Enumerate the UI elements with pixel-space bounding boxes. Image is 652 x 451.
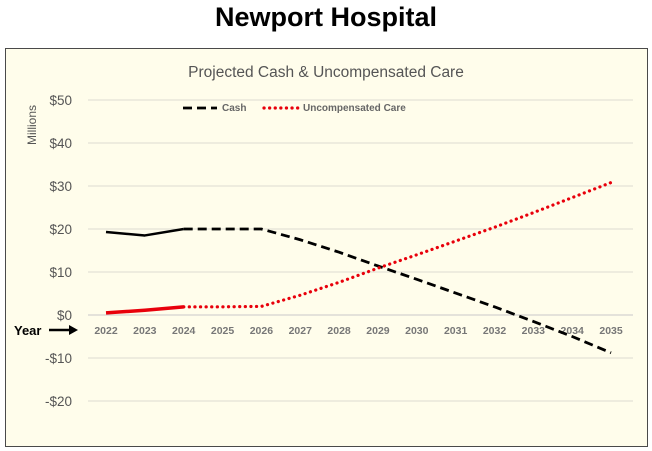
y-tick-labels: $50 $40 $30 $20 $10 $0 -$10 -$20 [45, 93, 72, 409]
y-axis-label: Millions [25, 105, 39, 145]
y-tick-label: -$20 [45, 394, 72, 409]
x-tick-labels: 2022 2023 2024 2025 2026 2027 2028 2029 2030 2031… [94, 325, 623, 337]
legend-label-uncompensated-care: Uncompensated Care [303, 103, 406, 114]
page-title: Newport Hospital [214, 2, 437, 32]
y-tick-label: $50 [49, 93, 72, 108]
x-tick-label: 2027 [289, 325, 313, 337]
year-axis-marker: Year [14, 323, 78, 338]
uncompensated-care-actual-line [105, 305, 184, 315]
cash-actual-line [105, 227, 184, 237]
uncompensated-care-projected-line [182, 180, 613, 309]
gridlines [88, 99, 633, 402]
x-tick-label: 2033 [522, 325, 546, 337]
x-tick-label: 2022 [94, 325, 118, 337]
chart-area: Projected Cash & Uncompensated Care Mill… [5, 48, 648, 447]
series-lines [105, 180, 613, 355]
x-tick-label: 2026 [250, 325, 274, 337]
chart-svg: Projected Cash & Uncompensated Care Mill… [14, 64, 633, 409]
x-tick-label: 2024 [172, 325, 196, 337]
x-tick-label: 2032 [483, 325, 507, 337]
arrow-right-icon [69, 325, 78, 335]
chart-title: Projected Cash & Uncompensated Care [188, 64, 464, 81]
y-tick-label: $20 [49, 222, 72, 237]
x-tick-label: 2023 [133, 325, 157, 337]
y-tick-label: $0 [57, 308, 72, 323]
x-tick-label: 2029 [366, 325, 390, 337]
y-tick-label: $10 [49, 265, 72, 280]
y-tick-label: $40 [49, 136, 72, 151]
legend: Cash Uncompensated Care [183, 103, 406, 114]
year-label: Year [14, 323, 41, 338]
legend-label-cash: Cash [222, 103, 246, 114]
x-tick-label: 2035 [599, 325, 623, 337]
x-tick-label: 2030 [405, 325, 429, 337]
x-tick-label: 2031 [444, 325, 468, 337]
y-tick-label: $30 [49, 179, 72, 194]
x-tick-label: 2028 [327, 325, 351, 337]
y-tick-label: -$10 [45, 351, 72, 366]
x-tick-label: 2025 [211, 325, 235, 337]
cash-projected-line [183, 227, 612, 355]
